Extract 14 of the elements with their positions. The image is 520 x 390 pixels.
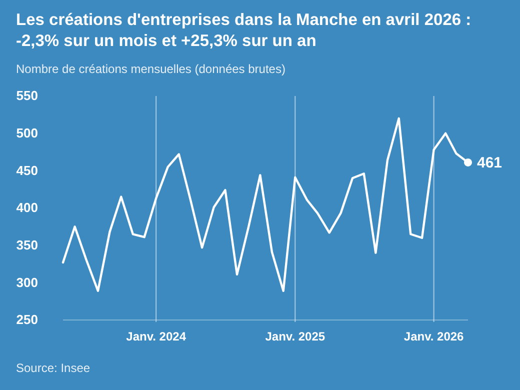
- x-tick-label: Janv. 2025: [265, 330, 326, 344]
- y-tick-label: 250: [16, 312, 38, 328]
- source-note: Source: Insee: [16, 361, 90, 375]
- y-tick-label: 350: [16, 237, 38, 252]
- annotation: 461: [477, 154, 502, 172]
- y-tick-label: 450: [16, 162, 38, 178]
- chart-subtitle: Nombre de créations mensuelles (données brutes): [16, 62, 286, 76]
- x-tick-label: Janv. 2026: [404, 330, 464, 344]
- x-tick-label: Janv. 2024: [126, 330, 186, 344]
- y-tick-label: 500: [16, 125, 38, 140]
- y-tick-label: 550: [16, 88, 38, 104]
- chart-title: Les créations d'entreprises dans la Manche en avril 2026 : -2,3% sur un mois et +25,3% sur un an: [16, 11, 472, 50]
- y-tick-label: 300: [16, 274, 38, 290]
- y-tick-label: 400: [16, 200, 38, 216]
